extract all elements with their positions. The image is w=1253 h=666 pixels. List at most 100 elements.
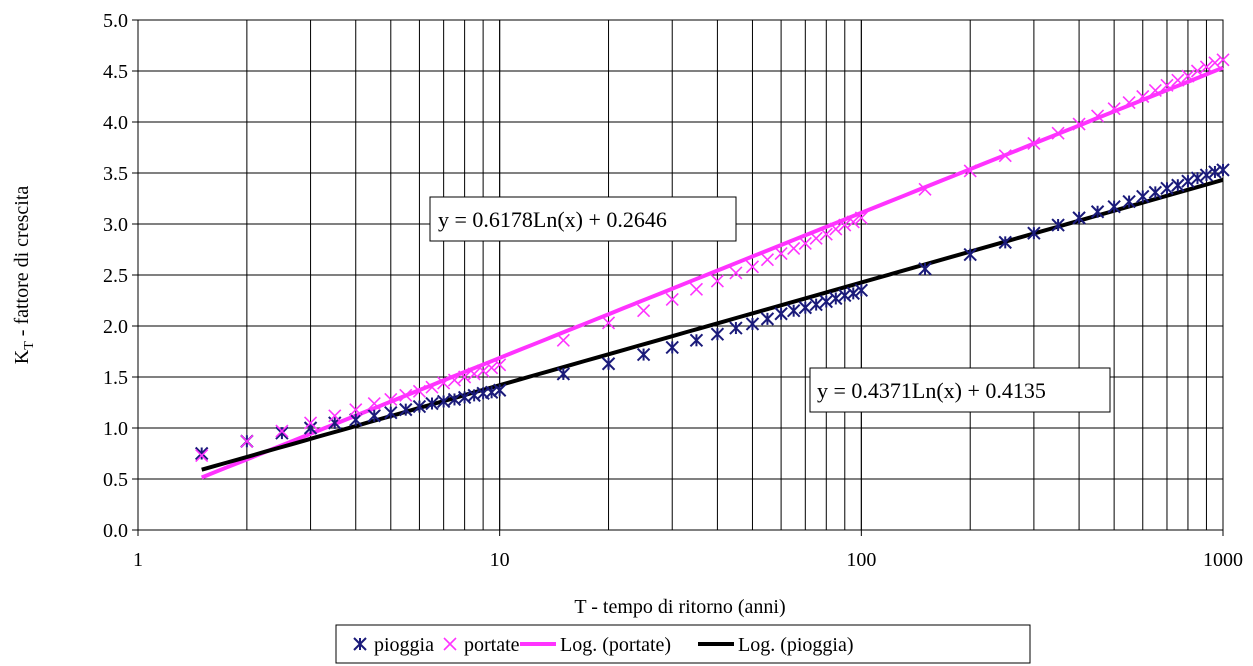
equation-box-pioggia: y = 0.4371Ln(x) + 0.4135 <box>809 367 1111 413</box>
x-axis-ticks: 1 10 100 1000 <box>133 530 1243 571</box>
point-pioggia <box>349 413 363 427</box>
point-pioggia <box>1051 218 1065 232</box>
y-axis-ticks: 0.0 0.5 1.0 1.5 2.0 2.5 3.0 3.5 4.0 4.5 5.0 <box>103 10 138 542</box>
y-tick-label: 1.5 <box>103 367 128 389</box>
point-portate <box>447 373 462 387</box>
legend-label: Log. (portate) <box>560 634 671 656</box>
point-pioggia <box>412 399 427 414</box>
legend-label: Log. (pioggia) <box>738 634 854 656</box>
point-pioggia <box>556 367 571 381</box>
point-pioggia <box>447 392 462 407</box>
y-tick-label: 5.0 <box>103 10 128 32</box>
point-portate <box>1122 96 1136 110</box>
point-portate <box>963 164 977 178</box>
point-pioggia <box>846 286 860 301</box>
point-pioggia <box>838 288 852 303</box>
point-pioggia <box>1190 171 1205 185</box>
point-pioggia <box>484 385 499 400</box>
point-pioggia <box>636 347 651 362</box>
point-pioggia <box>745 317 760 331</box>
point-pioggia <box>1216 163 1230 177</box>
point-pioggia <box>854 283 869 298</box>
y-tick-label: 3.5 <box>103 163 128 185</box>
point-portate <box>819 227 833 241</box>
equation-portate: y = 0.6178Ln(x) + 0.2646 <box>438 207 667 232</box>
point-portate <box>745 260 760 274</box>
point-portate <box>425 380 439 394</box>
y-tick-label: 4.0 <box>103 112 128 134</box>
legend-label: pioggia <box>374 634 434 656</box>
point-portate <box>798 236 812 250</box>
point-portate <box>195 448 209 463</box>
equation-box-pioggia-frame <box>809 367 1111 413</box>
point-pioggia <box>601 357 616 371</box>
point-pioggia <box>1090 205 1105 219</box>
point-portate <box>1216 53 1230 67</box>
point-pioggia <box>1148 185 1163 200</box>
point-pioggia <box>665 340 679 355</box>
point-portate <box>601 316 616 330</box>
point-pioggia <box>1208 165 1222 179</box>
point-portate <box>787 241 801 256</box>
y-tick-label: 0.0 <box>103 520 128 542</box>
point-portate <box>458 370 472 384</box>
point-pioggia <box>809 297 823 312</box>
point-portate <box>1091 109 1105 123</box>
point-portate <box>809 231 823 245</box>
point-pioggia <box>1160 181 1174 196</box>
point-portate <box>774 247 788 261</box>
point-portate <box>240 434 254 448</box>
point-portate <box>1051 126 1065 140</box>
point-portate <box>303 416 318 430</box>
y-axis-title: KT - fattore di crescita <box>11 186 37 365</box>
point-pioggia <box>399 402 413 417</box>
y-tick-label: 2.0 <box>103 316 128 338</box>
point-portate <box>1181 69 1195 83</box>
x-axis-title: T - tempo di ritorno (anni) <box>574 596 785 618</box>
point-portate <box>637 304 651 318</box>
y-axis-title-sub: T <box>22 341 37 350</box>
point-pioggia <box>1027 226 1041 240</box>
point-portate <box>1136 89 1150 104</box>
point-pioggia <box>436 394 451 409</box>
legend-frame <box>335 624 1031 664</box>
x-tick-label: 1000 <box>1203 549 1243 571</box>
point-portate <box>760 253 774 267</box>
legend-marker-pioggia <box>353 637 367 651</box>
point-portate <box>1190 64 1205 78</box>
point-portate <box>399 388 413 402</box>
trendline-pioggia <box>201 177 1224 472</box>
y-axis-title-rest: - fattore di crescita <box>11 186 33 342</box>
point-portate <box>1171 73 1185 87</box>
markers <box>194 53 1230 463</box>
point-pioggia <box>774 307 788 321</box>
point-portate <box>1208 56 1222 70</box>
trendline-portate <box>200 65 1224 480</box>
point-pioggia <box>710 327 725 341</box>
legend: pioggia portate Log. (portate) Log. (pioggi… <box>335 624 1031 664</box>
point-portate <box>384 392 398 407</box>
point-pioggia <box>1171 178 1185 192</box>
y-tick-label: 4.5 <box>103 61 128 83</box>
trendlines <box>200 65 1224 480</box>
point-pioggia <box>194 446 209 461</box>
point-portate <box>1107 102 1121 116</box>
point-pioggia <box>829 291 843 306</box>
point-portate <box>476 364 490 378</box>
point-pioggia <box>729 321 743 335</box>
point-pioggia <box>492 383 507 397</box>
point-pioggia <box>1072 211 1086 225</box>
point-portate <box>854 211 868 225</box>
point-pioggia <box>918 262 932 276</box>
point-portate <box>710 274 724 288</box>
point-pioggia <box>425 396 439 411</box>
point-portate <box>556 333 570 347</box>
point-portate <box>275 424 289 438</box>
point-pioggia <box>1122 194 1136 209</box>
y-tick-label: 0.5 <box>103 469 128 491</box>
point-portate <box>349 403 363 417</box>
point-portate <box>367 396 381 411</box>
point-pioggia <box>1181 174 1195 188</box>
point-portate <box>1027 136 1041 150</box>
